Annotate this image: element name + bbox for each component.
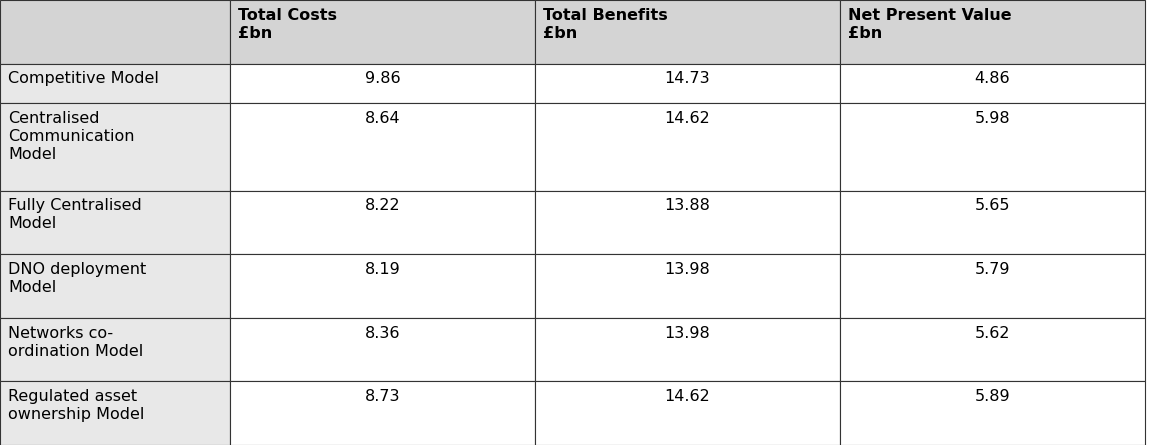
Text: Fully Centralised
Model: Fully Centralised Model — [8, 198, 142, 231]
Bar — [535, 254, 840, 318]
Bar — [230, 191, 535, 254]
Bar — [0, 0, 230, 64]
Bar — [0, 318, 230, 381]
Bar — [840, 254, 1145, 318]
Text: 14.62: 14.62 — [664, 389, 710, 404]
Bar — [230, 381, 535, 445]
Bar — [230, 64, 535, 103]
Text: Centralised
Communication
Model: Centralised Communication Model — [8, 111, 134, 162]
Text: 13.98: 13.98 — [664, 326, 710, 340]
Text: 5.62: 5.62 — [975, 326, 1011, 340]
Text: Net Present Value
£bn: Net Present Value £bn — [848, 8, 1012, 40]
Text: 5.65: 5.65 — [975, 198, 1011, 214]
Bar — [230, 318, 535, 381]
Text: 14.62: 14.62 — [664, 111, 710, 125]
Bar — [535, 64, 840, 103]
Bar — [0, 254, 230, 318]
Text: 5.89: 5.89 — [975, 389, 1011, 404]
Bar — [535, 191, 840, 254]
Bar — [840, 0, 1145, 64]
Text: 9.86: 9.86 — [365, 71, 401, 86]
Text: Total Benefits
£bn: Total Benefits £bn — [543, 8, 668, 40]
Text: Regulated asset
ownership Model: Regulated asset ownership Model — [8, 389, 144, 422]
Bar — [535, 381, 840, 445]
Text: 14.73: 14.73 — [664, 71, 710, 86]
Text: 8.19: 8.19 — [365, 262, 401, 277]
Bar — [535, 0, 840, 64]
Bar — [230, 103, 535, 191]
Text: 8.64: 8.64 — [365, 111, 401, 125]
Text: 13.88: 13.88 — [664, 198, 710, 214]
Bar — [840, 64, 1145, 103]
Bar — [840, 191, 1145, 254]
Text: Networks co-
ordination Model: Networks co- ordination Model — [8, 326, 143, 359]
Text: 5.98: 5.98 — [975, 111, 1011, 125]
Text: 5.79: 5.79 — [975, 262, 1011, 277]
Bar — [840, 103, 1145, 191]
Bar — [230, 0, 535, 64]
Bar — [840, 318, 1145, 381]
Bar — [0, 103, 230, 191]
Text: 4.86: 4.86 — [975, 71, 1011, 86]
Text: Total Costs
£bn: Total Costs £bn — [238, 8, 337, 40]
Bar — [230, 254, 535, 318]
Text: DNO deployment
Model: DNO deployment Model — [8, 262, 147, 295]
Text: 8.73: 8.73 — [365, 389, 401, 404]
Text: 8.22: 8.22 — [365, 198, 401, 214]
Bar — [0, 191, 230, 254]
Bar — [535, 318, 840, 381]
Text: 8.36: 8.36 — [365, 326, 401, 340]
Bar — [840, 381, 1145, 445]
Bar — [535, 103, 840, 191]
Bar — [0, 64, 230, 103]
Text: 13.98: 13.98 — [664, 262, 710, 277]
Text: Competitive Model: Competitive Model — [8, 71, 159, 86]
Bar — [0, 381, 230, 445]
